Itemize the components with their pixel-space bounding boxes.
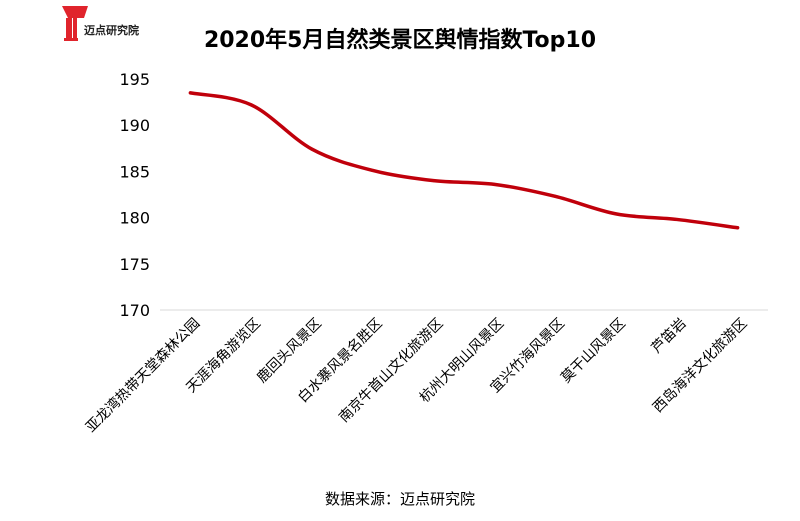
x-tick-label: 莫干山风景区 — [558, 316, 629, 387]
data-point — [614, 212, 618, 216]
data-point — [492, 182, 496, 186]
lighthouse-icon — [62, 6, 88, 41]
x-tick-label: 芦笛岩 — [649, 316, 690, 357]
data-point — [371, 168, 375, 172]
series-line — [188, 91, 740, 230]
y-tick-label: 180 — [119, 209, 150, 228]
data-points — [188, 91, 740, 230]
x-tick-label: 亚龙湾热带天堂森林公园 — [82, 315, 203, 436]
x-axis-ticks: 亚龙湾热带天堂森林公园天涯海角游览区鹿回头风景区白水寨风景名胜区南京牛首山文化旅… — [82, 315, 750, 436]
data-point — [249, 103, 253, 107]
x-tick-label: 南京牛首山文化旅游区 — [336, 316, 446, 426]
data-point — [188, 91, 192, 95]
logo-text: 迈点研究院 — [84, 23, 139, 37]
data-point — [432, 179, 436, 183]
data-point — [736, 226, 740, 230]
y-tick-label: 195 — [119, 70, 150, 89]
y-tick-label: 170 — [119, 301, 150, 320]
y-tick-label: 175 — [119, 255, 150, 274]
data-point — [675, 217, 679, 221]
y-axis-ticks: 170 175 180 185 190 195 — [119, 70, 150, 320]
y-tick-label: 185 — [119, 162, 150, 181]
brand-logo: 迈点研究院 — [62, 6, 139, 41]
y-tick-label: 190 — [119, 116, 150, 135]
chart-title: 2020年5月自然类景区舆情指数Top10 — [203, 28, 597, 53]
source-note: 数据来源：迈点研究院 — [324, 490, 475, 508]
data-point — [553, 194, 557, 198]
data-point — [310, 147, 314, 151]
